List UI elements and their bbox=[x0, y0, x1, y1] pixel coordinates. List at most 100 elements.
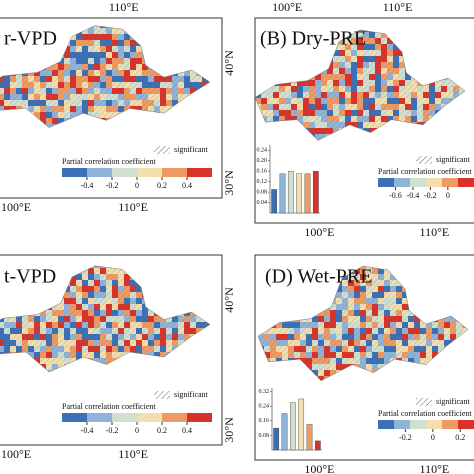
colorbar-cell bbox=[162, 413, 187, 422]
lon-label: 110°E bbox=[420, 462, 450, 474]
colorbar-cell bbox=[137, 413, 162, 422]
colorbar-cell bbox=[394, 178, 410, 187]
map-outline bbox=[0, 265, 211, 373]
colorbar-cell bbox=[87, 168, 112, 177]
lon-label: 110°E bbox=[118, 200, 148, 214]
colorbar-cell bbox=[162, 168, 187, 177]
inset-bar bbox=[296, 173, 303, 214]
lon-label: 100°E bbox=[272, 0, 302, 14]
colorbar-label: -0.4 bbox=[407, 191, 420, 200]
panel-label: (D) Wet-PRE bbox=[265, 266, 372, 288]
colorbar-cell bbox=[62, 413, 87, 422]
colorbar-label: -0.4 bbox=[81, 426, 94, 435]
legend-significant: significant bbox=[436, 397, 471, 406]
colorbar-label: -0.2 bbox=[424, 191, 437, 200]
colorbar-cell bbox=[394, 420, 410, 429]
colorbar-label: 0 bbox=[135, 426, 139, 435]
inset-bar bbox=[287, 170, 294, 214]
colorbar-label: 0 bbox=[446, 191, 450, 200]
colorbar-cell bbox=[458, 178, 474, 187]
colorbar-cell bbox=[187, 168, 212, 177]
inset-bar bbox=[312, 170, 319, 214]
legend-significant: significant bbox=[436, 155, 471, 164]
inset-tick-label: 0.24 bbox=[259, 404, 270, 410]
lat-label: 40°N bbox=[222, 287, 236, 313]
map-outline bbox=[257, 265, 469, 382]
panel-label: r-VPD bbox=[4, 28, 57, 50]
significance-hatch bbox=[255, 29, 465, 141]
inset-tick-label: 0.04 bbox=[257, 200, 268, 206]
colorbar-cell bbox=[410, 178, 426, 187]
colorbar-label: -0.2 bbox=[399, 433, 412, 442]
hatch-swatch bbox=[154, 391, 170, 399]
inset-tick-label: 0.16 bbox=[259, 418, 270, 424]
colorbar-cell bbox=[378, 178, 394, 187]
colorbar-cell bbox=[137, 168, 162, 177]
colorbar-cell bbox=[62, 168, 87, 177]
inset-bar bbox=[273, 427, 280, 451]
hatch-swatch bbox=[416, 398, 432, 406]
lon-label: 100°E bbox=[1, 447, 31, 461]
significance-hatch bbox=[0, 25, 210, 128]
inset-bar bbox=[281, 413, 288, 451]
colorbar-label: 0.4 bbox=[182, 181, 192, 190]
panel-label: (B) Dry-PRE bbox=[260, 28, 366, 50]
inset-tick-label: 0.24 bbox=[257, 148, 268, 154]
hatch-swatch bbox=[416, 156, 432, 164]
colorbar-cell bbox=[442, 178, 458, 187]
lon-label: 110°E bbox=[383, 0, 413, 14]
lon-label: 110°E bbox=[109, 0, 139, 14]
inset-bar bbox=[304, 173, 311, 214]
inset-bar bbox=[289, 402, 296, 451]
colorbar-cell bbox=[410, 420, 426, 429]
colorbar-label: -0.2 bbox=[106, 181, 119, 190]
significance-hatch bbox=[258, 266, 468, 381]
lon-label: 100°E bbox=[304, 462, 334, 474]
inset-tick-label: 0.16 bbox=[257, 169, 268, 175]
colorbar-label: 0 bbox=[135, 181, 139, 190]
colorbar-cell bbox=[378, 420, 394, 429]
colorbar-label: 0.4 bbox=[182, 426, 192, 435]
colorbar-cell bbox=[87, 413, 112, 422]
inset-bar bbox=[314, 440, 321, 451]
lon-label: 110°E bbox=[420, 225, 450, 239]
inset-bar bbox=[306, 424, 313, 451]
colorbar-cell bbox=[112, 413, 137, 422]
colorbar-label: 0 bbox=[431, 433, 435, 442]
map-outline bbox=[254, 29, 466, 141]
inset-bar bbox=[279, 173, 286, 214]
colorbar-label: -0.2 bbox=[106, 426, 119, 435]
lon-label: 100°E bbox=[304, 225, 334, 239]
legend-title: Partial correlation coefficient bbox=[62, 402, 156, 411]
colorbar-cell bbox=[187, 413, 212, 422]
panel-label: t-VPD bbox=[4, 266, 56, 288]
hatch-swatch bbox=[154, 146, 170, 154]
inset-tick-label: 0.08 bbox=[259, 433, 270, 439]
lat-label: 30°N bbox=[222, 170, 236, 196]
colorbar-cell bbox=[442, 420, 458, 429]
map-outline bbox=[0, 25, 211, 128]
legend-title: Partial correlation coefficient bbox=[378, 409, 472, 418]
lat-label: 40°N bbox=[222, 50, 236, 76]
colorbar-label: 0.2 bbox=[157, 181, 167, 190]
lat-label: 30°N bbox=[222, 417, 236, 443]
colorbar-label: 0.2 bbox=[455, 433, 465, 442]
inset-bar bbox=[298, 398, 305, 451]
inset-tick-label: 0.20 bbox=[257, 158, 268, 164]
colorbar-cell bbox=[112, 168, 137, 177]
lon-label: 110°E bbox=[118, 447, 148, 461]
significance-hatch bbox=[0, 265, 210, 372]
inset-tick-label: 0.08 bbox=[257, 189, 268, 195]
legend-significant: significant bbox=[174, 145, 209, 154]
colorbar-label: -0.6 bbox=[389, 191, 402, 200]
colorbar-cell bbox=[426, 420, 442, 429]
colorbar-cell bbox=[458, 420, 474, 429]
legend-title: Partial correlation coefficient bbox=[62, 157, 156, 166]
legend-title: Partial correlation coefficient bbox=[378, 167, 472, 176]
colorbar-cell bbox=[426, 178, 442, 187]
lon-label: 100°E bbox=[1, 200, 31, 214]
inset-tick-label: 0.32 bbox=[259, 389, 270, 395]
inset-bar bbox=[271, 189, 278, 214]
inset-tick-label: 0.12 bbox=[257, 179, 268, 185]
